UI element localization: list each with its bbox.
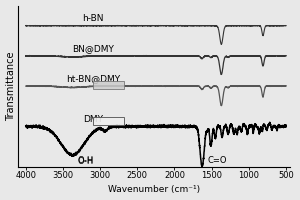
Bar <box>93 81 124 89</box>
Text: DMY: DMY <box>83 115 103 124</box>
Text: ht-BN@DMY: ht-BN@DMY <box>66 74 120 83</box>
Bar <box>93 117 124 125</box>
Text: C=O: C=O <box>207 156 226 165</box>
Text: h-BN: h-BN <box>82 14 104 23</box>
X-axis label: Wavenumber (cm⁻¹): Wavenumber (cm⁻¹) <box>108 185 200 194</box>
Text: BN@DMY: BN@DMY <box>72 44 114 53</box>
Text: O-H: O-H <box>77 156 93 165</box>
Text: O-H: O-H <box>77 157 93 166</box>
Y-axis label: Transmittance: Transmittance <box>6 51 16 121</box>
